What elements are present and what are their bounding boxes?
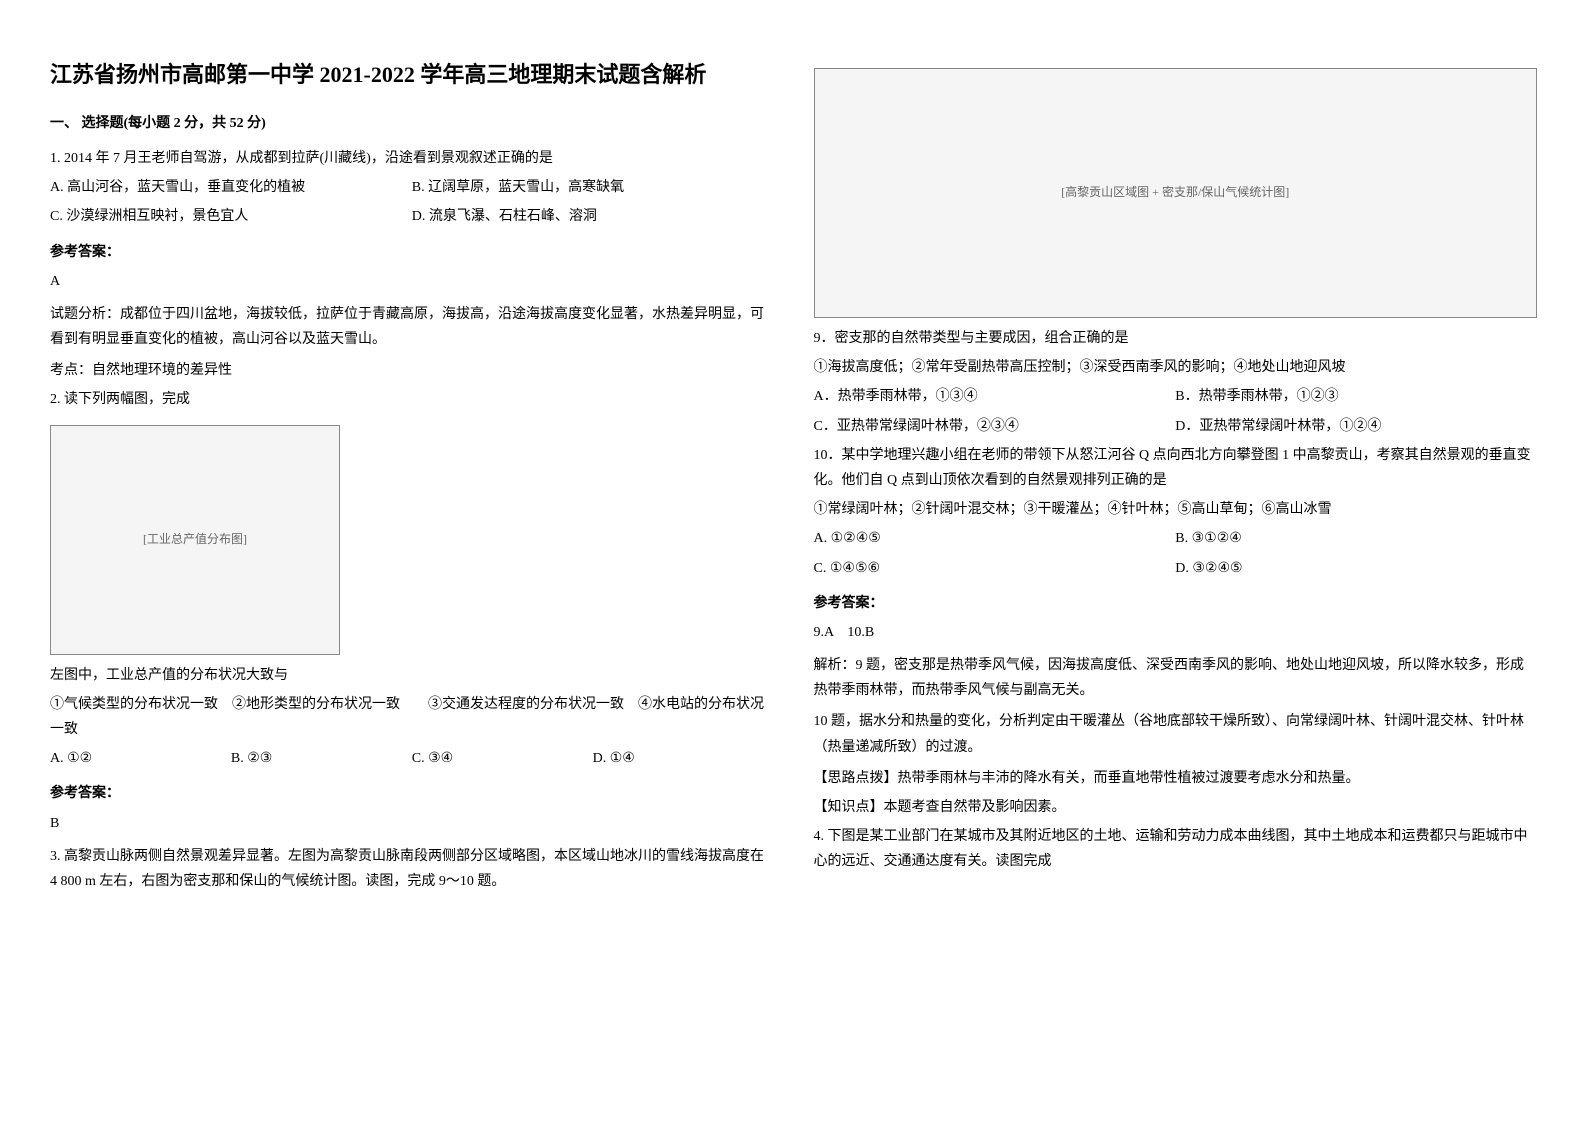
q1-text: 1. 2014 年 7 月王老师自驾游，从成都到拉萨(川藏线)，沿途看到景观叙述… — [50, 146, 774, 171]
q2-opts-text: ①气候类型的分布状况一致 ②地形类型的分布状况一致 ③交通发达程度的分布状况一致… — [50, 692, 774, 742]
q10-answer-label: 参考答案： — [814, 591, 1538, 616]
q10-optC: C. ①④⑤⑥ — [814, 556, 1176, 581]
q2-options-row: A. ①② B. ②③ C. ③④ D. ①④ — [50, 746, 774, 771]
document-title: 江苏省扬州市高邮第一中学 2021-2022 学年高三地理期末试题含解析 — [50, 60, 774, 91]
q2-map-image: [工业总产值分布图] — [50, 425, 340, 655]
q1-point: 考点：自然地理环境的差异性 — [50, 358, 774, 383]
q2-answer: B — [50, 811, 774, 836]
q1-answer: A — [50, 269, 774, 294]
q9-optD: D．亚热带常绿阔叶林带，①②④ — [1175, 414, 1537, 439]
q2-answer-label: 参考答案： — [50, 781, 774, 806]
q2-optA: A. ①② — [50, 746, 231, 771]
q2-optC: C. ③④ — [412, 746, 593, 771]
q9-text: 9．密支那的自然带类型与主要成因，组合正确的是 — [814, 326, 1538, 351]
right-column: [高黎贡山区域图 + 密支那/保山气候统计图] 9．密支那的自然带类型与主要成因… — [814, 60, 1538, 1062]
q10-options-row1: A. ①②④⑤ B. ③①②④ — [814, 526, 1538, 551]
q3-climate-image: [高黎贡山区域图 + 密支那/保山气候统计图] — [814, 68, 1538, 318]
q10-text: 10．某中学地理兴趣小组在老师的带领下从怒江河谷 Q 点向西北方向攀登图 1 中… — [814, 443, 1538, 493]
q10-opts-text: ①常绿阔叶林；②针阔叶混交林；③干暖灌丛；④针叶林；⑤高山草甸；⑥高山冰雪 — [814, 497, 1538, 522]
q10-optD: D. ③②④⑤ — [1175, 556, 1537, 581]
q2-optD: D. ①④ — [593, 746, 774, 771]
q1-analysis: 试题分析：成都位于四川盆地，海拔较低，拉萨位于青藏高原，海拔高，沿途海拔高度变化… — [50, 302, 774, 352]
q9-optC: C．亚热带常绿阔叶林带，②③④ — [814, 414, 1176, 439]
q1-options-row1: A. 高山河谷，蓝天雪山，垂直变化的植被 B. 辽阔草原，蓝天雪山，高寒缺氧 — [50, 175, 774, 200]
section-header: 一、 选择题(每小题 2 分，共 52 分) — [50, 111, 774, 136]
q1-optD: D. 流泉飞瀑、石柱石峰、溶洞 — [412, 204, 774, 229]
left-column: 江苏省扬州市高邮第一中学 2021-2022 学年高三地理期末试题含解析 一、 … — [50, 60, 774, 1062]
q1-optA: A. 高山河谷，蓝天雪山，垂直变化的植被 — [50, 175, 412, 200]
q9-options-row2: C．亚热带常绿阔叶林带，②③④ D．亚热带常绿阔叶林带，①②④ — [814, 414, 1538, 439]
q10-knowledge: 【知识点】本题考查自然带及影响因素。 — [814, 795, 1538, 820]
q10-analysis1: 解析：9 题，密支那是热带季风气候，因海拔高度低、深受西南季风的影响、地处山地迎… — [814, 653, 1538, 703]
q9-opts-text: ①海拔高度低；②常年受副热带高压控制；③深受西南季风的影响；④地处山地迎风坡 — [814, 355, 1538, 380]
q1-optC: C. 沙漠绿洲相互映衬，景色宜人 — [50, 204, 412, 229]
q9-optB: B．热带季雨林带，①②③ — [1175, 384, 1537, 409]
q2-text: 2. 读下列两幅图，完成 — [50, 387, 774, 412]
q2-optB: B. ②③ — [231, 746, 412, 771]
q1-options-row2: C. 沙漠绿洲相互映衬，景色宜人 D. 流泉飞瀑、石柱石峰、溶洞 — [50, 204, 774, 229]
q10-optB: B. ③①②④ — [1175, 526, 1537, 551]
q10-analysis2: 10 题，据水分和热量的变化，分析判定由干暖灌丛（谷地底部较干燥所致）、向常绿阔… — [814, 709, 1538, 759]
q10-tip: 【思路点拨】热带季雨林与丰沛的降水有关，而垂直地带性植被过渡要考虑水分和热量。 — [814, 766, 1538, 791]
q10-options-row2: C. ①④⑤⑥ D. ③②④⑤ — [814, 556, 1538, 581]
q1-optB: B. 辽阔草原，蓝天雪山，高寒缺氧 — [412, 175, 774, 200]
q3-text: 3. 高黎贡山脉两侧自然景观差异显著。左图为高黎贡山脉南段两侧部分区域略图，本区… — [50, 844, 774, 894]
q2-subtext: 左图中，工业总产值的分布状况大致与 — [50, 663, 774, 688]
q4-text: 4. 下图是某工业部门在某城市及其附近地区的土地、运输和劳动力成本曲线图，其中土… — [814, 824, 1538, 874]
q10-optA: A. ①②④⑤ — [814, 526, 1176, 551]
q1-answer-label: 参考答案： — [50, 240, 774, 265]
q9-optA: A．热带季雨林带，①③④ — [814, 384, 1176, 409]
q9-options-row1: A．热带季雨林带，①③④ B．热带季雨林带，①②③ — [814, 384, 1538, 409]
q10-answer: 9.A 10.B — [814, 620, 1538, 645]
